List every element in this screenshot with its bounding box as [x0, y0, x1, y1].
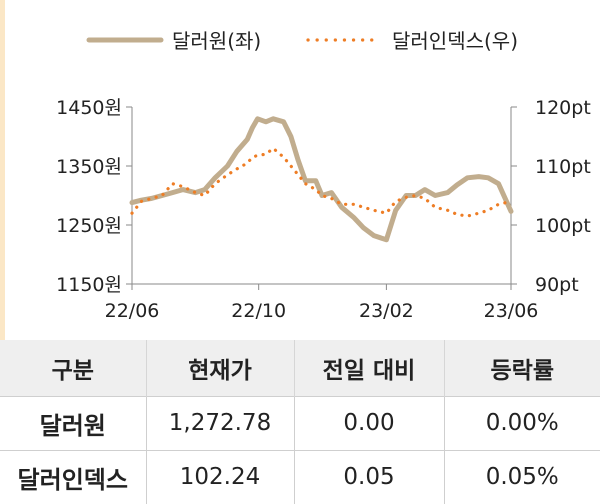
table-row: 달러인덱스 102.24 0.05 0.05%: [0, 450, 600, 504]
x-tick-label: 23/02: [359, 300, 414, 322]
price-table: 구분 현재가 전일 대비 등락률 달러원 1,272.78 0.00 0.00%…: [0, 340, 600, 504]
header-change-rate: 등락률: [443, 340, 600, 396]
row-price: 102.24: [145, 450, 294, 504]
header-change: 전일 대비: [293, 340, 444, 396]
header-category: 구분: [51, 357, 94, 384]
table-row: 달러원 1,272.78 0.00 0.00%: [0, 396, 600, 450]
row-label: 달러인덱스: [17, 465, 128, 494]
x-tick-label: 22/10: [231, 300, 286, 322]
right-tick-label: 90pt: [535, 274, 579, 296]
row-change: 0.05: [293, 450, 444, 504]
right-tick-label: 110pt: [535, 156, 591, 178]
left-tick-label: 1150원: [56, 274, 122, 296]
left-tick-label: 1250원: [56, 215, 122, 237]
row-price: 1,272.78: [145, 396, 294, 450]
header-price: 현재가: [145, 340, 294, 396]
legend-label-dollar-index: 달러인덱스(우): [392, 29, 518, 53]
right-tick-label: 100pt: [535, 215, 591, 237]
row-change-rate: 0.05%: [443, 450, 600, 504]
left-tick-label: 1450원: [56, 97, 122, 119]
x-tick-label: 23/06: [484, 300, 539, 322]
table-header-row: 구분 현재가 전일 대비 등락률: [0, 340, 600, 396]
x-tick-label: 22/06: [105, 300, 160, 322]
series-line-dollar-index: [130, 146, 513, 218]
legend-label-usdkrw: 달러원(좌): [172, 29, 261, 53]
left-tick-label: 1350원: [56, 156, 122, 178]
row-label: 달러원: [39, 411, 106, 440]
row-change-rate: 0.00%: [443, 396, 600, 450]
row-change: 0.00: [293, 396, 444, 450]
series-line-usdkrw: [129, 116, 514, 243]
exchange-rate-chart: 1450원 1350원 1250원 1150원 120pt 110pt 100pt 90pt 2…: [56, 29, 591, 322]
accent-bar: [0, 0, 5, 340]
right-tick-label: 120pt: [535, 97, 591, 119]
